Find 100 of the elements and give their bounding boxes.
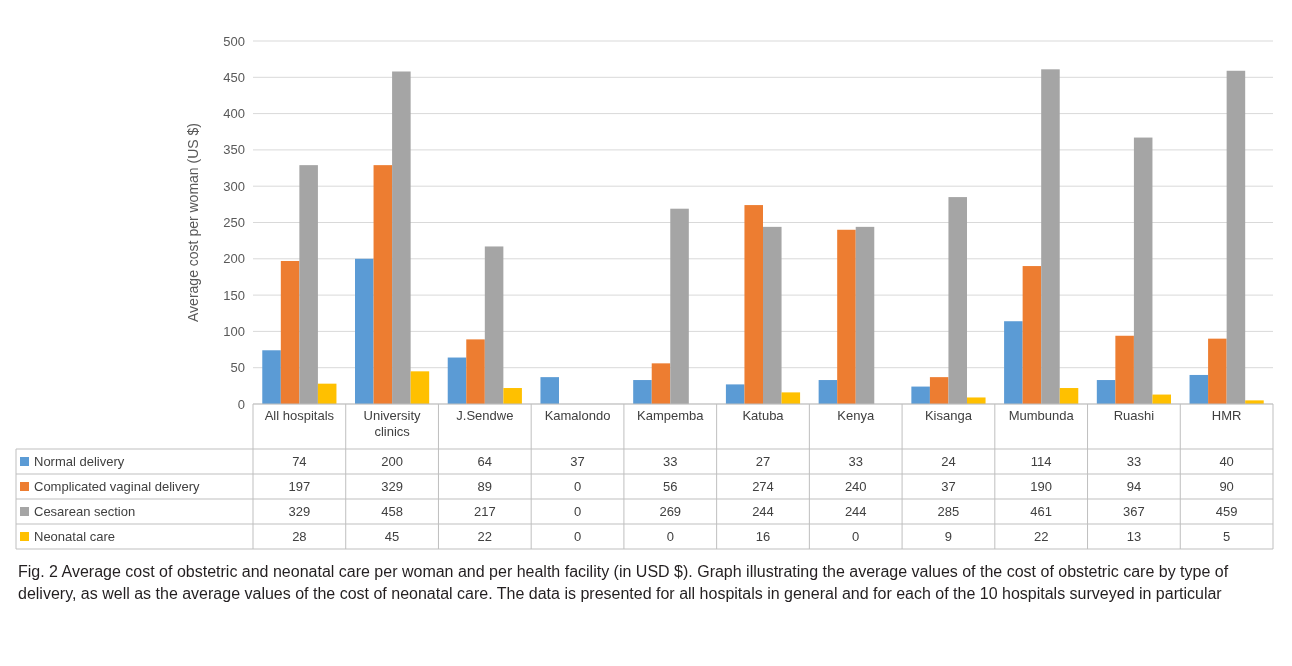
bar [818, 380, 838, 404]
bar [355, 258, 374, 404]
y-tick-label: 100 [223, 323, 245, 339]
data-label: 329 [288, 504, 311, 519]
x-tick-label: Mumbunda [1008, 408, 1075, 423]
y-tick-label: 350 [223, 142, 245, 158]
data-label: 367 [1123, 504, 1145, 519]
data-label: 64 [477, 454, 493, 469]
y-axis-title: Average cost per woman (US $) [185, 123, 201, 322]
bar [837, 229, 856, 404]
bar [447, 357, 467, 404]
data-label: 27 [755, 454, 771, 469]
legend-label: Complicated vaginal delivery [34, 479, 200, 494]
data-label: 40 [1219, 454, 1234, 469]
bar [410, 371, 430, 404]
bar [725, 384, 745, 404]
y-tick-label: 150 [223, 287, 245, 303]
data-label: 217 [473, 504, 496, 519]
data-label: 13 [1126, 529, 1142, 544]
x-tick-label: All hospitals [264, 408, 335, 423]
data-label: 22 [1033, 529, 1049, 544]
bar [317, 383, 337, 404]
x-tick-label: Kenya [837, 408, 875, 423]
data-label: 37 [941, 479, 956, 494]
y-tick-label: 0 [237, 396, 245, 412]
bar [1041, 69, 1060, 404]
bar [466, 339, 485, 404]
bar [1022, 266, 1042, 404]
bar [781, 392, 801, 404]
x-tick-label: J.Sendwe [456, 408, 514, 423]
legend-label: Neonatal care [34, 529, 115, 544]
data-label: 244 [752, 504, 774, 519]
bar [1189, 374, 1209, 404]
data-label: 37 [570, 454, 585, 469]
bar [1096, 380, 1116, 404]
y-tick-label: 400 [223, 106, 245, 122]
bar [855, 226, 875, 404]
data-label: 28 [292, 529, 307, 544]
bar [1004, 321, 1023, 404]
x-tick-label: HMR [1211, 408, 1242, 423]
data-label: 9 [944, 529, 953, 544]
legend-label: Normal delivery [34, 454, 125, 469]
data-label: 16 [755, 529, 771, 544]
data-label: 90 [1219, 479, 1234, 494]
x-tick-label: Kampemba [637, 408, 705, 423]
data-label: 190 [1030, 479, 1053, 494]
x-tick-label: University clinics [363, 408, 422, 439]
data-label: 244 [844, 504, 867, 519]
data-label: 5 [1223, 529, 1231, 544]
bar [280, 260, 300, 404]
data-label: 274 [752, 479, 774, 494]
data-label: 197 [288, 479, 311, 494]
bar [633, 380, 652, 404]
data-label: 74 [292, 454, 307, 469]
legend-label: Cesarean section [34, 504, 136, 519]
data-label: 45 [384, 529, 400, 544]
bar [744, 205, 763, 404]
data-label: 0 [573, 504, 582, 519]
bar [503, 388, 522, 404]
bar [1208, 338, 1227, 404]
data-label: 458 [381, 504, 403, 519]
data-label: 33 [848, 454, 863, 469]
data-label: 0 [666, 529, 674, 544]
x-tick-label: Kisanga [924, 408, 973, 423]
data-label: 114 [1030, 454, 1052, 469]
caption: Fig. 2 Average cost of obstetric and neonatal care per woman and per health facility (in USD $). Graph illustrating the average values of the cost of obstetric care by type of delivery, as well as the average values of the cost of neonatal care. The data is presented for all hospitals in general and for each of the 10 hospitals surveyed in particular [18, 563, 1229, 602]
data-label: 461 [1030, 504, 1053, 519]
y-tick-label: 500 [223, 33, 245, 49]
bar [299, 165, 318, 404]
y-tick-label: 50 [230, 360, 245, 376]
x-tick-label: Katuba [742, 408, 785, 423]
bar [1115, 335, 1134, 404]
bar [948, 197, 967, 404]
bar [911, 386, 930, 404]
data-label: 56 [663, 479, 678, 494]
y-tick-label: 300 [223, 178, 245, 194]
data-label: 240 [844, 479, 867, 494]
bar [1226, 70, 1246, 404]
data-label: 89 [477, 479, 493, 494]
bar [484, 246, 504, 404]
data-label: 22 [477, 529, 493, 544]
y-tick-label: 200 [223, 251, 245, 267]
y-tick-label: 450 [223, 69, 245, 85]
data-label: 33 [1126, 454, 1142, 469]
data-label: 94 [1126, 479, 1142, 494]
data-label: 285 [937, 504, 960, 519]
bar [967, 397, 986, 404]
data-label: 200 [381, 454, 403, 469]
y-tick-label: 250 [223, 215, 245, 231]
x-tick-label: Ruashi [1113, 408, 1155, 423]
bar [670, 208, 689, 404]
data-label: 0 [573, 479, 582, 494]
bar [929, 377, 949, 404]
data-label: 0 [573, 529, 582, 544]
bar [392, 71, 411, 404]
data-label: 24 [941, 454, 956, 469]
bar [763, 226, 782, 404]
data-label: 0 [852, 529, 860, 544]
bar [540, 377, 559, 404]
bar [373, 165, 393, 404]
